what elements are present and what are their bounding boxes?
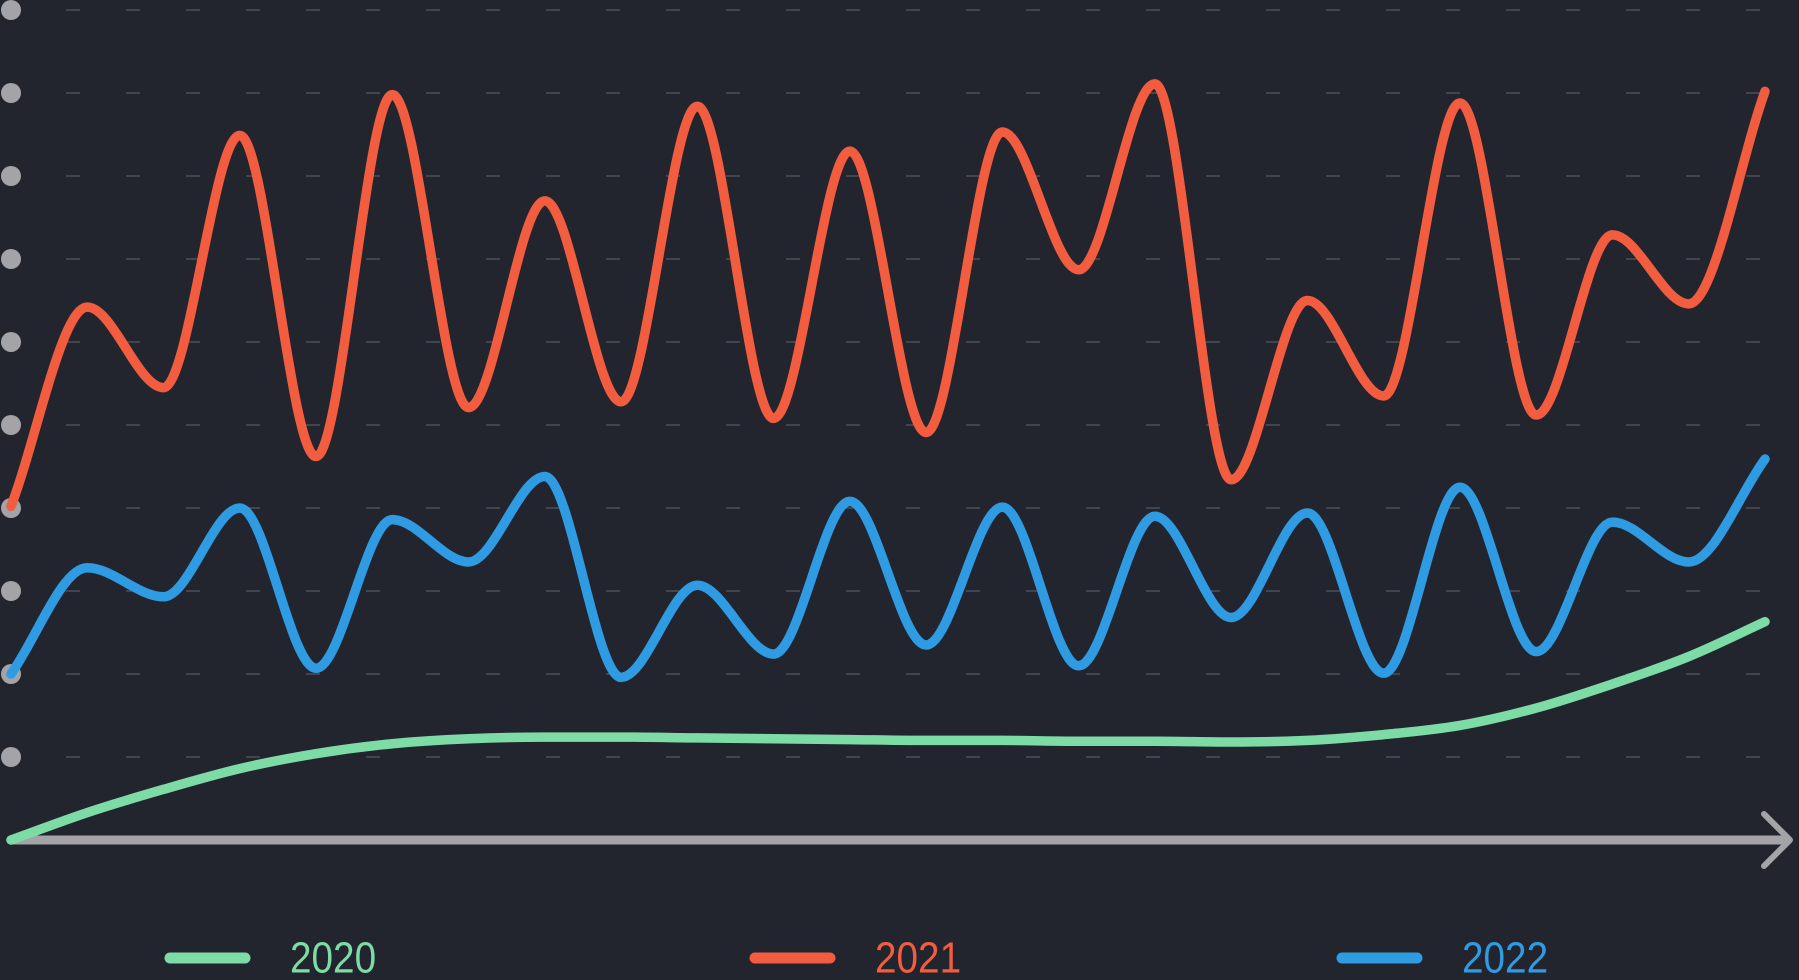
legend: 2020 2021 2022: [164, 932, 1548, 980]
legend-label: 2021: [875, 932, 961, 980]
series-line: [6, 79, 1770, 512]
y-tick-dot: [1, 166, 21, 186]
x-axis-arrow: [1761, 811, 1793, 869]
grid: [1, 0, 1765, 767]
y-tick-dot: [1, 332, 21, 352]
legend-label: 2022: [1462, 932, 1548, 980]
y-tick-dot: [1, 83, 21, 103]
legend-label: 2020: [290, 932, 376, 980]
lines: [6, 79, 1770, 845]
y-tick-dot: [1, 415, 21, 435]
series-line: [6, 454, 1770, 683]
y-tick-dot: [1, 0, 21, 20]
y-tick-dot: [1, 249, 21, 269]
y-tick-dot: [1, 581, 21, 601]
y-tick-dot: [1, 747, 21, 767]
series-line: [6, 616, 1770, 845]
